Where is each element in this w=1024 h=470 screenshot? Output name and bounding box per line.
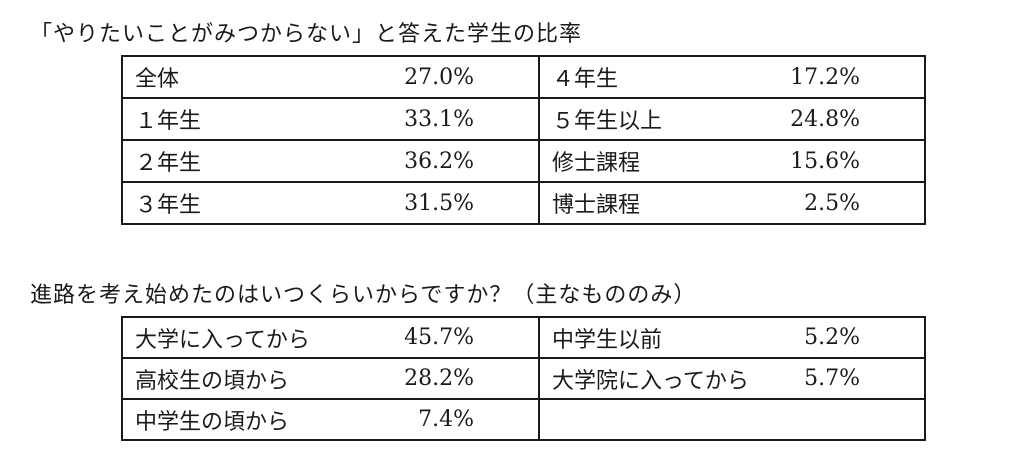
row-label: 修士課程 [552, 151, 641, 176]
row-value: 33.1% [404, 106, 474, 132]
table-cell: ４年生 17.2% [538, 55, 926, 99]
table-cell: ３年生 31.5% [121, 181, 540, 225]
table-cell: １年生 33.1% [121, 97, 540, 141]
table-row: ３年生 31.5% 博士課程 2.5% [121, 181, 926, 225]
no-goal-ratio-table: 全体 27.0% ４年生 17.2% １年生 33.1% ５年生以上 24.8%… [121, 55, 926, 225]
row-value: 7.4% [418, 407, 474, 432]
table-row: 高校生の頃から 28.2% 大学院に入ってから 5.7% [121, 357, 926, 400]
table-cell: 全体 27.0% [121, 55, 540, 99]
table-cell: ５年生以上 24.8% [538, 97, 926, 141]
row-value: 2.5% [804, 190, 860, 216]
section-title-no-goal-ratio: 「やりたいことがみつからない」と答えた学生の比率 [30, 22, 583, 47]
row-value: 45.7% [404, 325, 474, 350]
table-cell: 高校生の頃から 28.2% [121, 357, 540, 400]
table-row: 全体 27.0% ４年生 17.2% [121, 55, 926, 99]
career-start-table: 大学に入ってから 45.7% 中学生以前 5.2% 高校生の頃から 28.2% … [121, 316, 926, 441]
table-cell: 大学院に入ってから 5.7% [538, 357, 926, 400]
row-label: ５年生以上 [552, 109, 663, 134]
table-row: 中学生の頃から 7.4% [121, 398, 926, 441]
row-label: １年生 [135, 109, 202, 134]
row-value: 5.7% [804, 366, 860, 391]
row-label: 大学院に入ってから [552, 368, 749, 394]
row-label: ４年生 [552, 67, 619, 92]
table-row: 大学に入ってから 45.7% 中学生以前 5.2% [121, 316, 926, 359]
row-value: 24.8% [790, 106, 860, 132]
row-label: 全体 [135, 67, 180, 92]
row-label: ２年生 [135, 151, 202, 176]
row-value: 31.5% [404, 190, 474, 216]
table-cell: 中学生以前 5.2% [538, 316, 926, 359]
row-value: 5.2% [804, 325, 860, 350]
row-value: 17.2% [790, 64, 860, 90]
row-value: 28.2% [404, 366, 474, 391]
row-value: 27.0% [404, 64, 474, 90]
row-label: 博士課程 [552, 193, 641, 218]
row-value: 15.6% [790, 148, 860, 174]
table-cell: ２年生 36.2% [121, 139, 540, 183]
table-row: １年生 33.1% ５年生以上 24.8% [121, 97, 926, 141]
row-value: 36.2% [404, 148, 474, 174]
table-cell: 修士課程 15.6% [538, 139, 926, 183]
row-label: 高校生の頃から [135, 368, 290, 394]
table-cell: 中学生の頃から 7.4% [121, 398, 540, 441]
table-cell: 博士課程 2.5% [538, 181, 926, 225]
row-label: 中学生の頃から [135, 409, 290, 435]
table-cell: 大学に入ってから 45.7% [121, 316, 540, 359]
table-row: ２年生 36.2% 修士課程 15.6% [121, 139, 926, 183]
table-cell-empty [538, 398, 926, 441]
row-label: 中学生以前 [552, 327, 663, 353]
row-label: 大学に入ってから [135, 327, 310, 353]
row-label: ３年生 [135, 193, 202, 218]
section-title-career-start: 進路を考え始めたのはいつくらいからですか？（主なもののみ） [30, 283, 697, 308]
